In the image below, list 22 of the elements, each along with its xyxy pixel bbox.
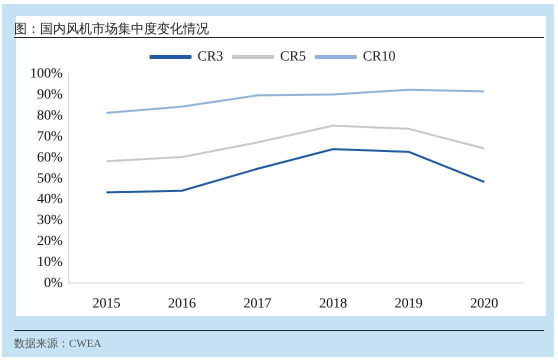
- y-tick-label: 90%: [36, 88, 63, 103]
- x-tick-label: 2018: [319, 296, 348, 312]
- y-tick-label: 60%: [36, 150, 63, 166]
- y-tick-label: 30%: [36, 213, 63, 228]
- x-tick-label: 2017: [244, 296, 272, 312]
- source-note: 数据来源：CWEA: [14, 337, 102, 351]
- legend-label: CR10: [362, 50, 396, 65]
- y-tick-label: 50%: [36, 171, 63, 186]
- y-tick-label: 80%: [36, 108, 63, 124]
- legend-label: CR3: [197, 50, 224, 65]
- y-tick-label: 100%: [30, 66, 63, 82]
- x-tick-label: 2015: [92, 296, 120, 312]
- x-tick-label: 2019: [394, 296, 423, 312]
- chart-title: 图：国内风机市场集中度变化情况: [14, 21, 209, 38]
- y-tick-label: 70%: [36, 129, 63, 144]
- legend-label: CR5: [280, 50, 306, 65]
- x-tick-label: 2016: [168, 296, 196, 312]
- y-tick-label: 10%: [36, 254, 63, 270]
- y-tick-label: 0%: [44, 276, 63, 291]
- x-tick-label: 2020: [470, 296, 498, 312]
- y-tick-label: 20%: [36, 234, 63, 250]
- y-tick-label: 40%: [36, 192, 63, 208]
